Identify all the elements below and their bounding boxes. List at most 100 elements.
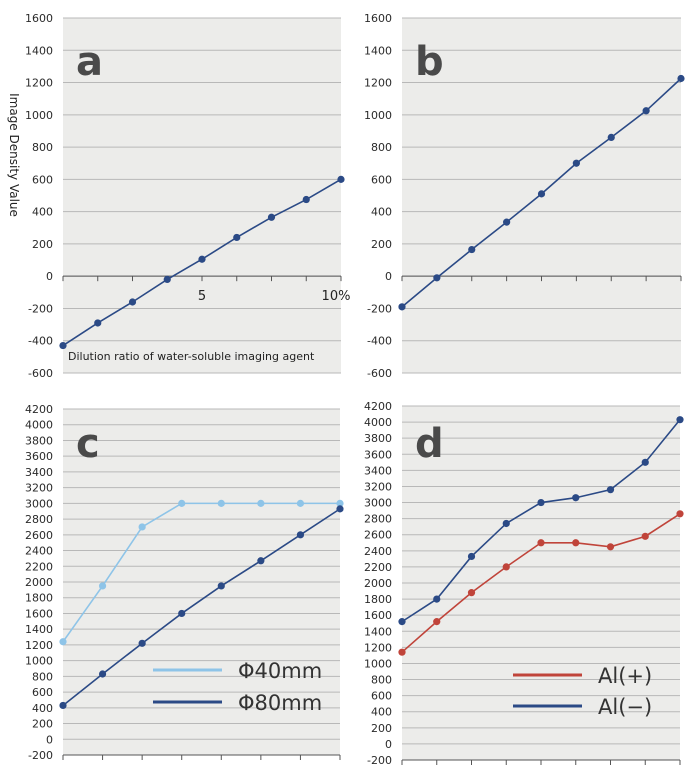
y-tick-label: 400 [32,702,53,715]
y-tick-label: 400 [371,706,392,719]
y-tick-label: 3800 [364,432,392,445]
y-tick-label: 1600 [25,607,53,620]
data-point [138,639,146,647]
y-tick-label: 2400 [364,545,392,558]
y-tick-label: 1400 [25,44,53,57]
y-tick-label: 2800 [25,513,53,526]
y-tick-label: 800 [371,674,392,687]
data-point [296,531,305,539]
y-tick-label: -600 [367,367,392,380]
data-point [676,510,684,518]
data-point [641,532,649,540]
y-tick-label: 0 [385,270,392,283]
data-point [502,563,510,571]
y-tick-label: 3400 [25,466,53,479]
data-point [138,523,146,531]
data-point [572,494,580,502]
data-point [98,670,107,678]
legend-label: Al(−) [598,695,652,719]
y-tick-label: 1600 [25,12,53,25]
data-point [217,499,225,507]
data-point [537,190,546,198]
data-point [59,701,67,710]
y-tick-label: 400 [371,206,392,219]
data-point [267,213,276,221]
data-point [217,582,225,590]
y-tick-label: 3600 [25,450,53,463]
y-tick-label: 200 [371,722,392,735]
y-tick-label: -400 [367,335,392,348]
y-tick-label: 0 [46,733,53,746]
y-tick-label: 3000 [25,497,53,510]
x-axis-label: Dilution ratio of water-soluble imaging … [68,350,315,363]
y-tick-label: 3600 [364,448,392,461]
data-point [398,303,406,311]
y-tick-label: 1600 [364,609,392,622]
y-tick-label: 800 [32,670,53,683]
y-tick-label: 1400 [364,44,392,57]
data-point [502,519,510,528]
legend-label: Φ80mm [238,691,322,715]
y-tick-label: 1400 [364,625,392,638]
data-point [163,275,171,284]
y-axis-label: Image Density Value [7,93,21,217]
y-tick-label: 3000 [364,497,392,510]
y-tick-label: 2600 [364,529,392,542]
x-tick-label: 5 [198,289,206,304]
y-tick-label: 1200 [364,77,392,90]
data-point [178,609,186,618]
data-point [606,543,615,551]
data-point [59,638,67,646]
data-point [467,589,476,597]
y-tick-label: 600 [371,690,392,703]
panel-letter: b [415,39,444,85]
y-tick-label: 800 [32,141,53,154]
y-tick-label: 1000 [25,109,53,122]
series-line [62,508,341,707]
data-point [676,416,684,424]
y-tick-label: 0 [385,738,392,751]
data-point [398,618,406,626]
y-tick-label: 2400 [25,545,53,558]
data-point [198,255,206,263]
y-tick-label: 2200 [364,561,392,574]
y-tick-label: 1800 [364,593,392,606]
data-point [94,319,102,327]
data-point [302,195,310,204]
y-tick-label: 1000 [25,655,53,668]
y-tick-label: 200 [371,238,392,251]
y-tick-label: 4000 [25,419,53,432]
y-tick-label: -200 [367,754,392,767]
y-tick-label: 1000 [364,109,392,122]
y-tick-label: 1200 [25,77,53,90]
y-tick-label: 1800 [25,592,53,605]
y-tick-label: 200 [32,238,53,251]
panel-d: -200 0 200 400 600 800 1000 1200 1400 1600 1800 200… [364,400,684,767]
data-point [641,458,649,466]
y-tick-label: 800 [371,141,392,154]
y-tick-label: 400 [32,206,53,219]
data-point [98,582,107,590]
y-tick-label: 2000 [364,577,392,590]
y-tick-label: 600 [32,686,53,699]
y-tick-label: 3800 [25,434,53,447]
data-point [257,499,265,507]
y-tick-label: -200 [28,749,53,762]
y-tick-label: 2600 [25,529,53,542]
data-point [467,552,476,561]
x-tick-label: 10% [322,289,351,304]
y-tick-label: 1200 [364,641,392,654]
y-tick-label: 4200 [25,403,53,416]
data-point [642,107,650,115]
y-tick-label: 1000 [364,657,392,670]
y-tick-label: -200 [367,302,392,315]
data-point [59,341,67,350]
y-tick-label: 4200 [364,400,392,413]
data-point [606,486,615,494]
y-tick-label: -400 [28,335,53,348]
plot-background [63,18,341,373]
data-point [572,159,580,167]
data-point [178,499,186,507]
y-tick-label: -200 [28,302,53,315]
